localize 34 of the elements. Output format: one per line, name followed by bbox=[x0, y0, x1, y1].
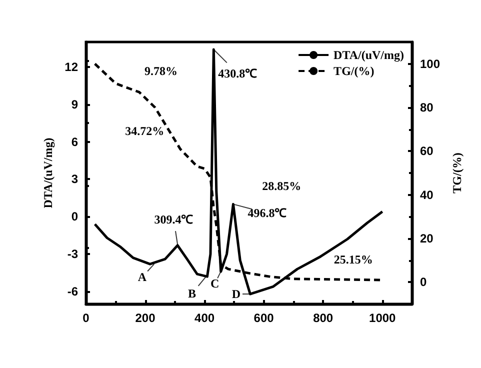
y2-tick-label: 100 bbox=[420, 56, 440, 71]
annotation: D bbox=[232, 287, 241, 302]
y-tick-label: 6 bbox=[71, 134, 78, 149]
x-tick-label: 200 bbox=[135, 311, 156, 325]
y-tick-label: 3 bbox=[71, 172, 78, 186]
x-tick-label: 1000 bbox=[369, 311, 396, 325]
annotation: C bbox=[210, 276, 220, 291]
annotation: 25.15% bbox=[334, 252, 373, 266]
annotation: 309.4℃ bbox=[154, 212, 194, 226]
y2-axis-title: TG/(%) bbox=[450, 152, 464, 194]
annotation: 34.72% bbox=[125, 124, 164, 138]
x-tick-label: 800 bbox=[313, 311, 334, 325]
y-tick-label: 12 bbox=[64, 60, 78, 74]
y-tick-label: -3 bbox=[67, 247, 78, 262]
y2-tick-label: 20 bbox=[420, 232, 434, 246]
y2-tick-label: 80 bbox=[420, 100, 434, 114]
x-tick-label: 0 bbox=[82, 311, 90, 325]
y2-tick-label: 40 bbox=[420, 188, 434, 202]
legend-label: DTA/(uV/mg) bbox=[334, 48, 404, 62]
y-tick-label: 0 bbox=[71, 210, 78, 224]
y-tick-label: 9 bbox=[71, 97, 78, 112]
legend-label: TG/(%) bbox=[334, 64, 374, 78]
annotation: 28.85% bbox=[262, 179, 302, 194]
y2-tick-label: 0 bbox=[420, 275, 427, 290]
y-tick-label: -6 bbox=[67, 284, 78, 299]
annotation: B bbox=[188, 286, 196, 301]
annotation: A bbox=[138, 270, 147, 284]
y2-tick-label: 60 bbox=[420, 144, 434, 158]
x-tick-label: 400 bbox=[194, 311, 215, 325]
annotation: 496.8℃ bbox=[248, 206, 287, 220]
y-axis-title: DTA/(uV/mg) bbox=[40, 138, 55, 208]
x-tick-label: 600 bbox=[254, 311, 274, 325]
annotation: 430.8℃ bbox=[218, 66, 258, 80]
annotation: 9.78% bbox=[144, 64, 178, 78]
